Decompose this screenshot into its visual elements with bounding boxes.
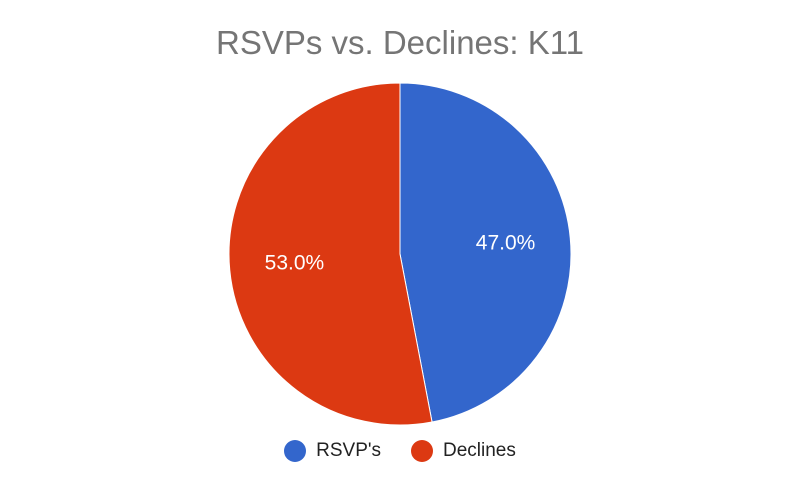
legend-swatch-rsvps (284, 440, 307, 462)
legend-swatch-declines (411, 440, 433, 462)
legend-item-rsvps[interactable]: RSVP's (284, 440, 381, 462)
chart-title: RSVPs vs. Declines: K11 (215, 24, 585, 61)
legend-item-declines[interactable]: Declines (411, 440, 516, 462)
pie-slice-declines[interactable] (228, 82, 433, 426)
slice-label-declines: 53.0% (265, 252, 325, 275)
pie-slice-rsvp-s[interactable] (399, 82, 572, 423)
chart-legend: RSVP's Declines (0, 440, 800, 462)
slice-label-rsvp-s: 47.0% (476, 232, 536, 255)
legend-label-declines: Declines (443, 440, 516, 461)
legend-label-rsvps: RSVP's (316, 440, 381, 461)
